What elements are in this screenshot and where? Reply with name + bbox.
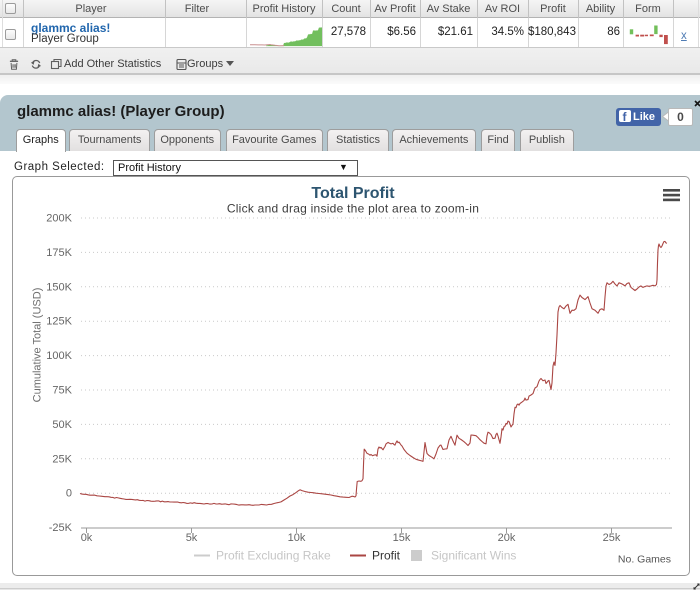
svg-text:Cumulative Total (USD): Cumulative Total (USD) xyxy=(32,288,44,403)
svg-text:125K: 125K xyxy=(46,316,72,328)
svg-text:20k: 20k xyxy=(498,532,516,544)
svg-text:Total Profit: Total Profit xyxy=(311,185,395,202)
svg-text:0: 0 xyxy=(66,488,72,500)
svg-text:50K: 50K xyxy=(52,419,72,431)
svg-text:200K: 200K xyxy=(46,213,72,225)
svg-text:Profit: Profit xyxy=(372,549,401,563)
svg-text:150K: 150K xyxy=(46,281,72,293)
svg-text:Significant Wins: Significant Wins xyxy=(431,549,516,563)
svg-text:100K: 100K xyxy=(46,350,72,362)
svg-text:Click and drag inside the plot: Click and drag inside the plot area to z… xyxy=(227,202,479,216)
svg-text:25k: 25k xyxy=(603,532,621,544)
svg-text:Profit Excluding Rake: Profit Excluding Rake xyxy=(216,549,331,563)
svg-text:175K: 175K xyxy=(46,247,72,259)
svg-text:10k: 10k xyxy=(288,532,306,544)
svg-text:25K: 25K xyxy=(52,453,72,465)
svg-text:No. Games: No. Games xyxy=(618,554,671,566)
svg-text:-25K: -25K xyxy=(49,522,73,534)
svg-text:75K: 75K xyxy=(52,385,72,397)
svg-text:15k: 15k xyxy=(393,532,411,544)
svg-text:0k: 0k xyxy=(81,532,93,544)
svg-text:5k: 5k xyxy=(186,532,198,544)
